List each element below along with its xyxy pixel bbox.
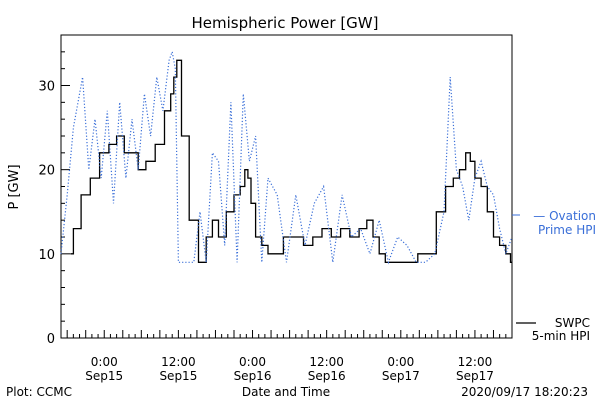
y-tick-label: 20 <box>38 164 55 179</box>
x-axis: 0:00Sep1512:00Sep150:00Sep1612:00Sep160:… <box>60 330 513 383</box>
x-tick-label-date: Sep15 <box>159 369 197 383</box>
x-axis-label: Date and Time <box>242 385 330 399</box>
footer-plot-source: Plot: CCMC <box>6 385 72 399</box>
footer-timestamp: 2020/09/17 18:20:23 <box>461 385 588 399</box>
x-tick-label-time: 0:00 <box>91 355 118 369</box>
series-layer <box>60 49 520 265</box>
x-tick-label-date: Sep16 <box>234 369 272 383</box>
chart-title: Hemispheric Power [GW] <box>192 14 379 32</box>
x-tick-label-time: 12:00 <box>161 355 196 369</box>
x-tick-label-date: Sep17 <box>382 369 420 383</box>
y-tick-label: 0 <box>47 332 55 347</box>
x-tick-label-date: Sep17 <box>456 369 494 383</box>
y-axis-label: P [GW] <box>7 164 22 209</box>
series-ovation-prime-line <box>60 49 513 265</box>
legend-ovation-line2: Prime HPI <box>538 223 596 237</box>
legend: — Ovation Prime HPI SWPC 5-min HPI <box>516 209 596 343</box>
legend-ovation-line1: — Ovation <box>533 209 596 223</box>
y-tick-label: 30 <box>38 80 55 95</box>
y-axis: 0 10 20 30 <box>38 34 70 347</box>
x-tick-label-date: Sep16 <box>308 369 346 383</box>
x-tick-label-time: 12:00 <box>309 355 344 369</box>
x-tick-label-time: 0:00 <box>387 355 414 369</box>
x-tick-label-date: Sep15 <box>85 369 123 383</box>
x-tick-label-time: 12:00 <box>458 355 493 369</box>
y-tick-label: 10 <box>38 248 55 263</box>
series-swpc-line <box>70 59 512 263</box>
legend-swpc-line2: 5-min HPI <box>532 329 590 343</box>
x-tick-label-time: 0:00 <box>239 355 266 369</box>
legend-swpc-line1: SWPC <box>555 316 590 330</box>
